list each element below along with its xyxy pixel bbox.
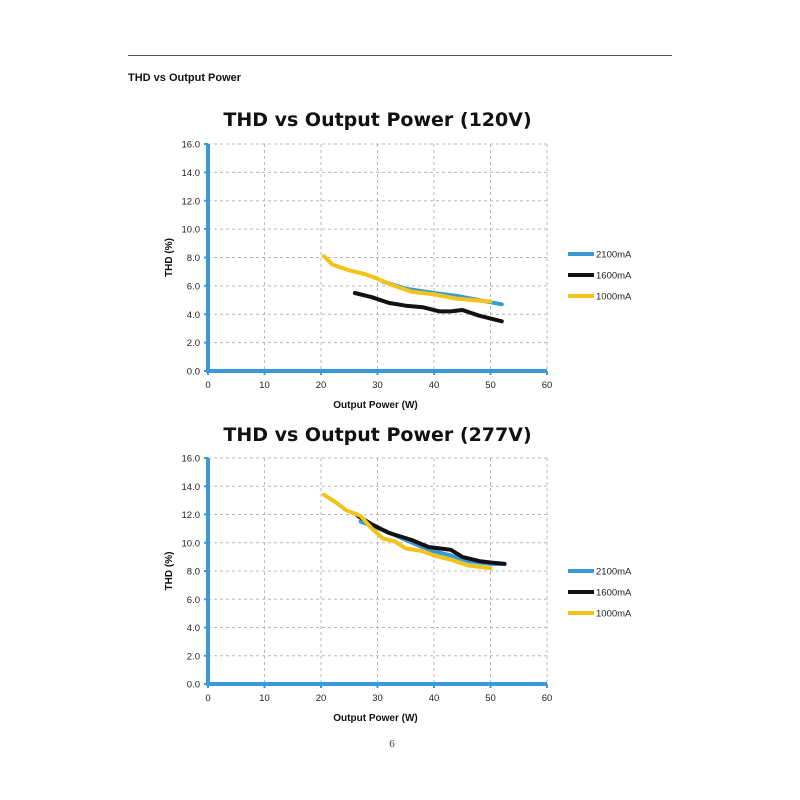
chart-277v-y-axis-label: THD (%) (164, 552, 175, 591)
chart-277v-ytick-label: 0.0 (187, 680, 200, 691)
chart-120v-series-1600mA (352, 291, 504, 324)
header-rule (128, 55, 672, 56)
chart-277v-legend-label: 1600mA (596, 588, 632, 599)
section-heading: THD vs Output Power (128, 72, 242, 84)
chart-277v-x-axis-label: Output Power (W) (333, 713, 417, 724)
chart-277v-xtick-label: 10 (259, 693, 270, 704)
chart-277v: THD vs Output Power (277V) 0.0 2.0 4.0 6.0 8.… (164, 424, 632, 724)
chart-120v-legend-label: 1000mA (596, 292, 632, 303)
chart-120v-legend-label: 1600mA (596, 271, 632, 282)
chart-277v-ytick-label: 8.0 (187, 567, 200, 578)
chart-277v-series-1600mA (355, 513, 507, 566)
chart-277v-title: THD vs Output Power (277V) (223, 424, 531, 446)
chart-277v-xtick-label: 0 (205, 693, 210, 704)
chart-277v-xtick-label: 60 (542, 693, 553, 704)
chart-277v-ytick-label: 12.0 (182, 510, 201, 521)
chart-120v: THD vs Output Power (120V) 0.0 2.0 4.0 6.0 8.… (164, 109, 632, 411)
chart-120v-ytick-label: 4.0 (187, 310, 200, 321)
chart-120v-xtick-label: 40 (429, 380, 440, 391)
chart-277v-series-1000mA (321, 492, 493, 571)
chart-120v-xtick-label: 20 (316, 380, 327, 391)
chart-120v-title: THD vs Output Power (120V) (223, 109, 531, 131)
chart-277v-ytick-label: 14.0 (182, 482, 201, 493)
chart-120v-series-1000mA (321, 254, 493, 304)
chart-277v-ytick-label: 4.0 (187, 623, 200, 634)
chart-120v-ytick-label: 12.0 (182, 196, 201, 207)
chart-277v-xtick-label: 20 (316, 693, 327, 704)
chart-120v-xtick-label: 60 (542, 380, 553, 391)
chart-120v-x-axis-label: Output Power (W) (333, 400, 417, 411)
chart-277v-ytick-label: 16.0 (182, 454, 201, 465)
chart-277v-ytick-label: 10.0 (182, 538, 201, 549)
chart-277v-legend-label: 2100mA (596, 567, 632, 578)
chart-120v-xtick-label: 10 (259, 380, 270, 391)
chart-120v-ytick-label: 8.0 (187, 253, 200, 264)
chart-120v-xtick-label: 50 (485, 380, 496, 391)
chart-277v-xtick-label: 50 (485, 693, 496, 704)
chart-120v-ytick-label: 6.0 (187, 281, 200, 292)
chart-277v-legend-label: 1000mA (596, 609, 632, 620)
chart-277v-xtick-label: 40 (429, 693, 440, 704)
chart-120v-legend-label: 2100mA (596, 250, 632, 261)
chart-120v-xtick-label: 0 (205, 380, 210, 391)
chart-277v-ytick-label: 6.0 (187, 595, 200, 606)
chart-277v-ytick-label: 2.0 (187, 651, 200, 662)
chart-120v-ytick-label: 2.0 (187, 338, 200, 349)
chart-120v-ytick-label: 0.0 (187, 367, 200, 378)
page-number: 6 (389, 738, 395, 750)
chart-120v-y-axis-label: THD (%) (164, 238, 175, 277)
chart-120v-ytick-label: 14.0 (182, 168, 201, 179)
chart-120v-ytick-label: 10.0 (182, 225, 201, 236)
chart-120v-xtick-label: 30 (372, 380, 383, 391)
chart-120v-ytick-label: 16.0 (182, 140, 201, 151)
chart-277v-xtick-label: 30 (372, 693, 383, 704)
